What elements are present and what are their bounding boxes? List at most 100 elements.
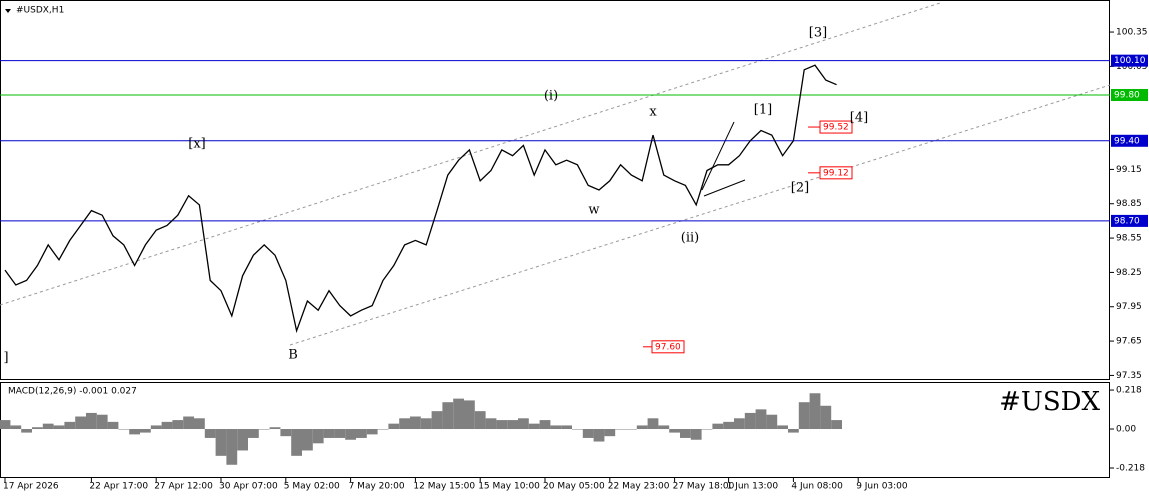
wave-label: [2]	[791, 181, 809, 196]
macd-bar	[356, 429, 367, 438]
y-tick-label: 0.218	[1116, 386, 1142, 396]
y-tick-label: 97.65	[1116, 337, 1142, 347]
x-tick-label: 12 May 15:00	[413, 482, 475, 492]
macd-bar	[107, 421, 119, 430]
target-label: 97.60	[655, 342, 681, 352]
macd-bar	[53, 425, 65, 430]
macd-bar	[215, 429, 227, 456]
macd-title: MACD(12,26,9) -0.001 0.027	[8, 387, 137, 397]
level-box	[1111, 214, 1148, 227]
y-tick-label: 97.35	[1116, 371, 1142, 381]
macd-bar	[777, 425, 788, 430]
macd-bar	[788, 429, 799, 433]
channel-line	[289, 84, 1111, 346]
macd-bar	[809, 393, 821, 430]
trend-line	[701, 121, 735, 191]
x-tick-label: 20 May 05:00	[543, 482, 605, 492]
x-tick-label: 15 May 10:00	[478, 482, 540, 492]
macd-bar	[302, 429, 313, 451]
macd-bar	[539, 420, 551, 430]
macd-bar	[431, 411, 443, 430]
level-box	[1111, 134, 1148, 147]
macd-bar	[42, 423, 54, 430]
macd-bar	[410, 416, 421, 430]
macd-bar	[269, 427, 281, 430]
wave-label: [3]	[809, 26, 827, 41]
y-tick-label: 98.55	[1116, 234, 1142, 244]
macd-bar	[32, 427, 43, 430]
macd-bar	[75, 416, 86, 430]
level-box	[1111, 89, 1148, 101]
x-tick-label: 22 May 23:00	[608, 482, 670, 492]
macd-bar	[680, 429, 691, 438]
macd-bar	[669, 429, 680, 433]
macd-bar	[755, 409, 767, 430]
y-tick-label: 98.25	[1116, 268, 1142, 278]
macd-bar	[518, 418, 529, 430]
level-label: 98.70	[1114, 216, 1140, 226]
macd-bar	[172, 420, 184, 430]
target-label: 99.52	[823, 123, 849, 133]
wave-label: (ii)	[681, 231, 699, 246]
title-icon	[5, 9, 11, 13]
wave-label: B	[288, 348, 298, 363]
macd-bar	[204, 429, 216, 438]
macd-bar	[420, 418, 432, 430]
macd-bar	[86, 412, 97, 430]
macd-bar	[194, 418, 205, 430]
macd-bar	[474, 411, 486, 430]
x-tick-label: 22 Apr 17:00	[89, 482, 148, 492]
macd-bar	[150, 425, 162, 430]
y-tick-label: 100.35	[1116, 28, 1148, 38]
x-tick-label: 1 Jun 13:00	[727, 482, 779, 492]
level-label: 100.10	[1114, 56, 1146, 66]
macd-bar	[129, 429, 140, 435]
macd-bar	[604, 429, 616, 437]
macd-bar	[712, 423, 724, 430]
macd-bar	[701, 429, 713, 430]
target-label: 99.12	[823, 168, 849, 178]
macd-bar	[464, 400, 475, 430]
level-label: 99.40	[1114, 136, 1140, 146]
y-tick-label: 99.15	[1116, 165, 1142, 175]
macd-bar	[258, 429, 270, 430]
macd-bar	[442, 402, 454, 430]
wave-label: ]	[3, 351, 8, 366]
y-tick-label: -0.218	[1116, 463, 1145, 473]
x-tick-label: 7 May 20:00	[349, 482, 405, 492]
y-tick-label: 100.05	[1116, 62, 1148, 72]
x-tick-label: 17 Apr 2026	[3, 482, 59, 492]
macd-bar	[161, 421, 173, 430]
macd-bar	[658, 425, 670, 430]
macd-bar	[572, 429, 583, 430]
macd-bar	[485, 418, 497, 430]
macd-bar	[453, 398, 464, 430]
macd-bar	[312, 429, 324, 444]
macd-bar	[561, 425, 572, 430]
macd-bar	[798, 402, 810, 430]
macd-bar	[140, 429, 151, 433]
macd-panel	[0, 382, 1110, 478]
macd-bar	[345, 429, 356, 440]
macd-bar	[10, 425, 22, 430]
macd-bar	[377, 429, 389, 430]
macd-bar	[820, 405, 832, 430]
trend-line	[703, 179, 746, 197]
x-tick-label: 5 May 02:00	[284, 482, 340, 492]
target-box	[819, 120, 853, 134]
x-tick-label: 4 Jun 08:00	[791, 482, 843, 492]
wave-label: (i)	[544, 89, 558, 104]
macd-bar	[366, 429, 378, 435]
watermark: #USDX	[999, 387, 1100, 417]
level-box	[1111, 54, 1148, 67]
macd-bar	[528, 423, 540, 430]
macd-bar	[291, 429, 302, 456]
price-line	[4, 64, 837, 334]
macd-bar	[626, 429, 637, 430]
price-panel	[0, 0, 1110, 380]
wave-label: x	[649, 105, 657, 120]
macd-bar	[507, 420, 518, 430]
x-tick-label: 27 May 18:00	[673, 482, 735, 492]
level-label: 99.80	[1114, 91, 1140, 101]
